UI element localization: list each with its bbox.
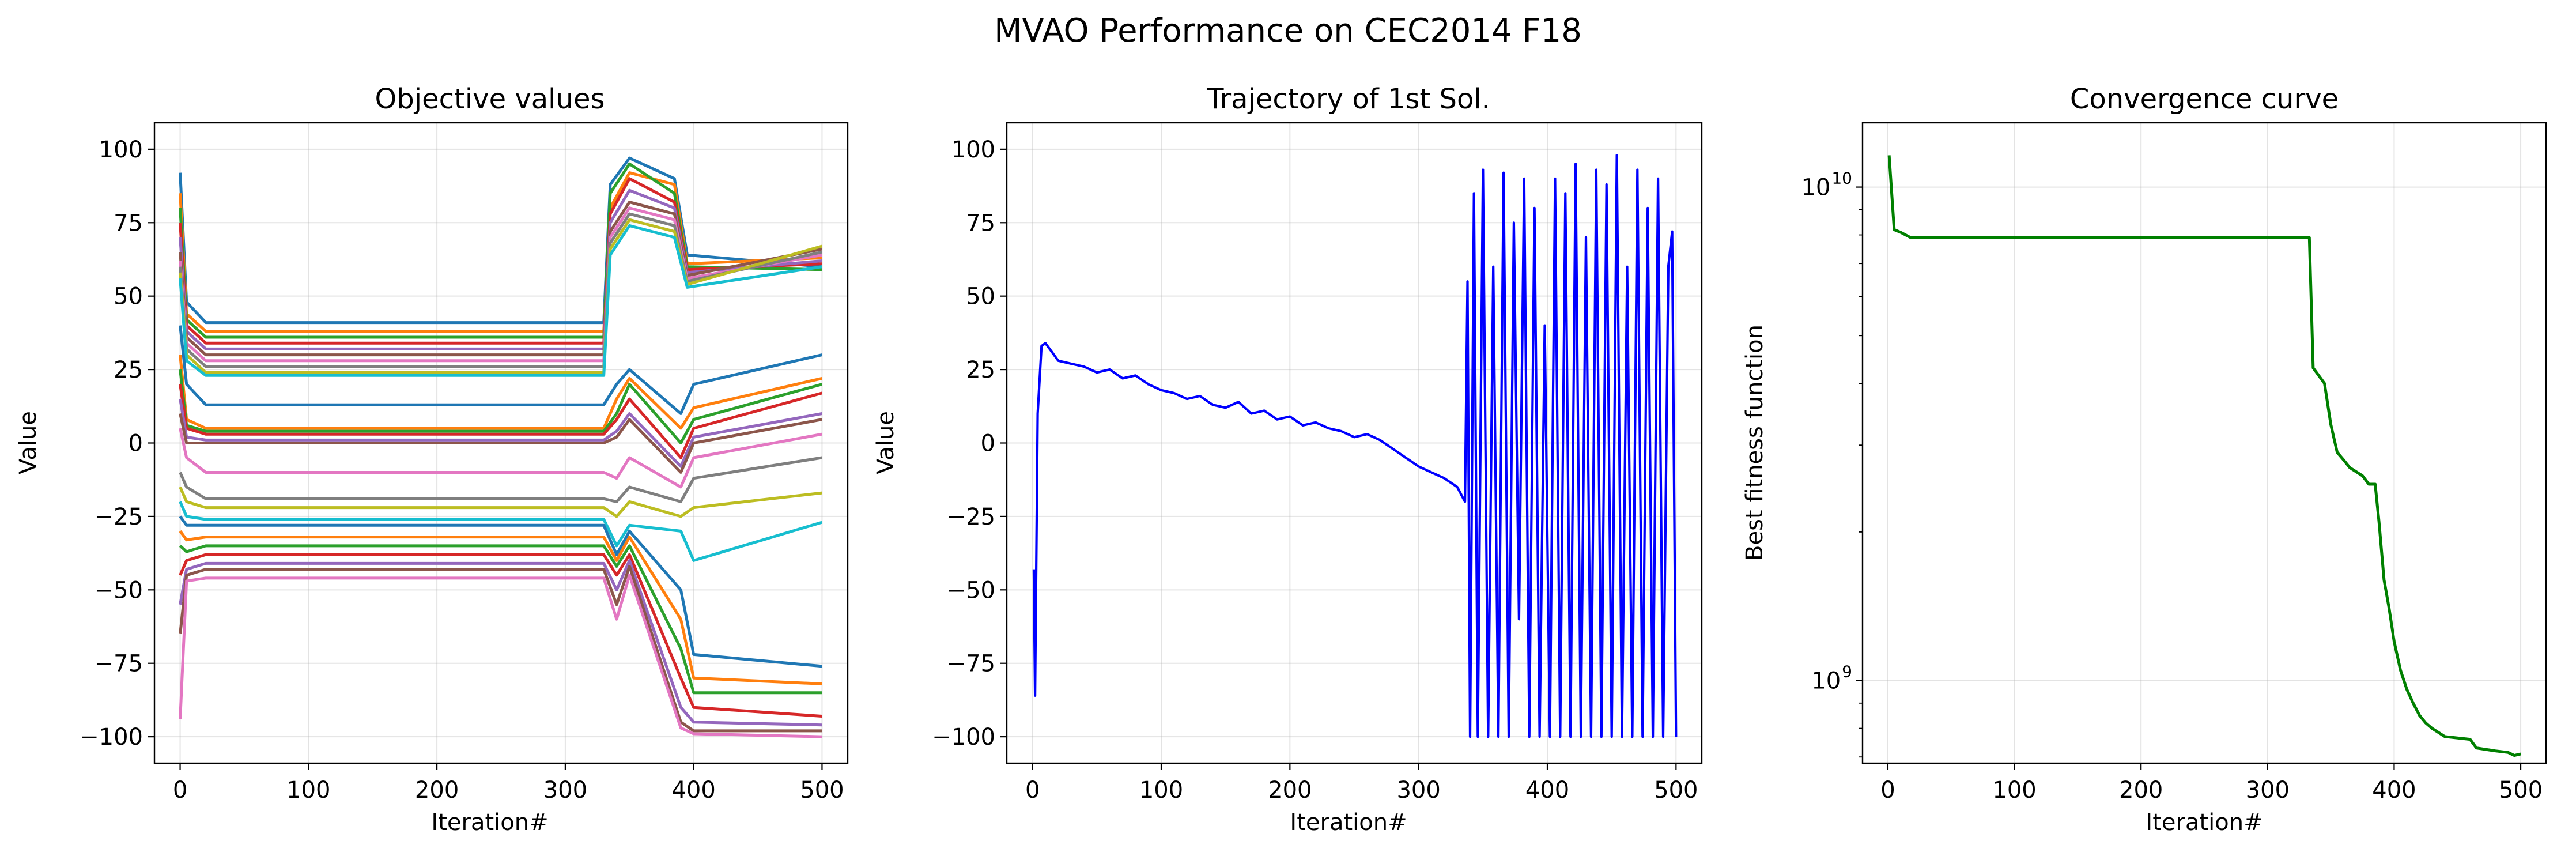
series-line <box>179 544 822 695</box>
panel-objective-values: Objective values Iteration# Value 0 100 20… <box>15 83 849 836</box>
x-tick-label: 500 <box>1654 777 1698 804</box>
series-line <box>179 565 822 733</box>
y-tick-label: 25 <box>966 357 995 383</box>
series-line <box>179 413 822 474</box>
ticks: 0 100 200 300 400 500 −100 −75 −50 −25 0 25 50 75 100 <box>80 137 844 804</box>
x-tick-label: 100 <box>286 777 330 804</box>
x-tick-label: 300 <box>543 777 587 804</box>
series-line <box>179 486 822 518</box>
y-tick-label: 25 <box>114 357 143 383</box>
x-tick-label: 0 <box>1880 777 1895 804</box>
panel-convergence-curve: Convergence curve Iteration# Best fitnes… <box>1742 83 2547 836</box>
series-group <box>1032 154 1678 738</box>
series-line <box>179 355 822 430</box>
series-line <box>179 456 822 503</box>
panel-trajectory: Trajectory of 1st Sol. Iteration# Value … <box>872 83 1703 836</box>
y-axis-label: Best fitness function <box>1742 325 1768 561</box>
y-tick-label: 75 <box>114 210 143 236</box>
series-line <box>179 559 822 727</box>
plot-area: 0 100 200 300 400 500 −100 −75 −50 −25 0 25 50 75 100 <box>80 122 849 804</box>
axes-frame <box>153 122 849 764</box>
y-tick-label: 75 <box>966 210 995 236</box>
series-line <box>179 428 822 489</box>
x-tick-label: 400 <box>2372 777 2416 804</box>
axes-frame <box>1861 122 2547 764</box>
panel-title: Trajectory of 1st Sol. <box>1206 83 1490 115</box>
y-tick-label: 100 <box>99 137 143 163</box>
y-tick-label: −100 <box>80 724 143 751</box>
series-line <box>179 325 822 415</box>
y-tick-label: −100 <box>932 724 995 751</box>
x-axis-label: Iteration# <box>2146 809 2263 836</box>
series-line <box>179 501 823 562</box>
grid <box>1863 123 2546 763</box>
x-tick-label: 0 <box>173 777 187 804</box>
series-line <box>1887 155 2521 757</box>
plot-area: 0 100 200 300 400 500 −100 −75 −50 −25 0 25 50 75 100 <box>932 122 1703 804</box>
y-tick-label: −50 <box>95 577 143 604</box>
series-line <box>1032 154 1678 738</box>
y-tick-label: −50 <box>947 577 995 604</box>
series-line <box>179 530 822 685</box>
y-tick-label: 100 <box>951 137 995 163</box>
y-tick-label: −75 <box>947 651 995 677</box>
x-tick-label: 200 <box>415 777 459 804</box>
grid <box>1007 123 1702 763</box>
y-tick-label: 50 <box>114 284 143 310</box>
x-tick-label: 300 <box>1396 777 1440 804</box>
x-tick-label: 400 <box>671 777 715 804</box>
x-tick-label: 100 <box>1992 777 2036 804</box>
series-line <box>179 224 822 377</box>
y-tick-label: −25 <box>95 504 143 530</box>
series-group <box>1887 155 2521 757</box>
x-axis-label: Iteration# <box>1290 809 1407 836</box>
y-tick-label: 0 <box>981 431 995 457</box>
axes-frame <box>1006 122 1703 764</box>
series-line <box>179 369 823 444</box>
x-tick-label: 200 <box>1268 777 1312 804</box>
x-axis-label: Iteration# <box>431 809 548 836</box>
y-tick-label: 0 <box>129 431 143 457</box>
x-tick-label: 500 <box>2499 777 2543 804</box>
x-tick-label: 100 <box>1139 777 1183 804</box>
series-line <box>179 574 822 738</box>
x-tick-label: 200 <box>2119 777 2163 804</box>
series-line <box>179 384 823 459</box>
series-group <box>179 156 823 738</box>
y-tick-label: 1010 <box>1801 169 1852 201</box>
ticks: 0 100 200 300 400 500 −100 −75 −50 −25 0 25 50 75 100 <box>932 137 1698 804</box>
panel-title: Objective values <box>375 83 605 115</box>
series-line <box>179 515 822 668</box>
x-tick-label: 400 <box>1525 777 1569 804</box>
series-line <box>179 553 822 718</box>
panel-title: Convergence curve <box>2070 83 2339 115</box>
y-tick-label: −25 <box>947 504 995 530</box>
x-tick-label: 0 <box>1025 777 1040 804</box>
series-line <box>179 398 822 468</box>
x-tick-label: 500 <box>800 777 844 804</box>
y-axis-label: Value <box>872 411 899 474</box>
figure-title: MVAO Performance on CEC2014 F18 <box>994 12 1582 50</box>
x-tick-label: 300 <box>2246 777 2290 804</box>
y-tick-label: 50 <box>966 284 995 310</box>
y-tick-label: −75 <box>95 651 143 677</box>
y-axis-label: Value <box>15 411 41 474</box>
